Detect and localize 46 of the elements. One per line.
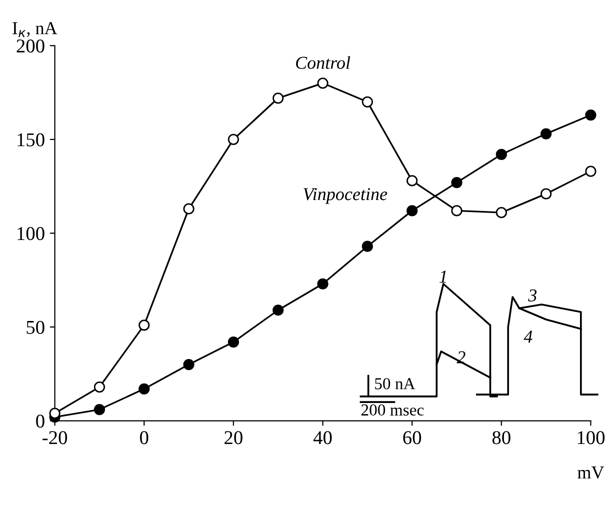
point <box>362 96 373 108</box>
point <box>451 205 462 216</box>
point <box>406 205 418 216</box>
point <box>540 188 552 200</box>
y-tick-label: 150 <box>18 133 44 146</box>
y-tick-label: 100 <box>18 227 44 240</box>
y-tick-label: 50 <box>26 320 44 334</box>
point <box>228 336 240 348</box>
point <box>138 320 150 331</box>
point <box>138 383 150 394</box>
y-axis-title: I$_{к}$, nA <box>12 22 58 38</box>
point <box>94 381 106 393</box>
point <box>585 109 596 121</box>
x-tick-label: 20 <box>224 431 242 444</box>
annotation: 200 msec <box>361 404 424 416</box>
series-label: Control <box>296 56 350 69</box>
point <box>49 408 60 419</box>
x-tick-label: 40 <box>313 431 332 444</box>
x-tick-label: -20 <box>42 431 68 444</box>
x-axis-title: mV <box>578 466 604 479</box>
point <box>183 358 194 370</box>
point <box>496 148 507 160</box>
point <box>496 207 507 218</box>
x-tick-label: 0 <box>140 431 148 444</box>
point <box>585 166 596 177</box>
annotation: 4 <box>524 330 532 343</box>
point <box>451 177 462 188</box>
point <box>540 128 552 140</box>
point <box>183 203 194 214</box>
point <box>406 175 418 186</box>
point <box>317 78 328 89</box>
x-tick-label: 100 <box>578 431 605 444</box>
point <box>272 92 284 104</box>
point <box>317 278 328 290</box>
point <box>272 304 284 316</box>
annotation: 3 <box>528 289 537 302</box>
point <box>228 134 240 145</box>
series-label: Vinpocetine <box>304 188 388 204</box>
annotation: 50 nA <box>375 378 416 390</box>
y-tick-label: 200 <box>16 39 44 53</box>
annotation: 1 <box>439 270 446 283</box>
y-tick-label: 0 <box>36 414 44 428</box>
point <box>94 404 106 416</box>
x-tick-label: 60 <box>403 431 422 444</box>
point <box>362 240 373 252</box>
x-tick-label: 80 <box>492 431 510 444</box>
